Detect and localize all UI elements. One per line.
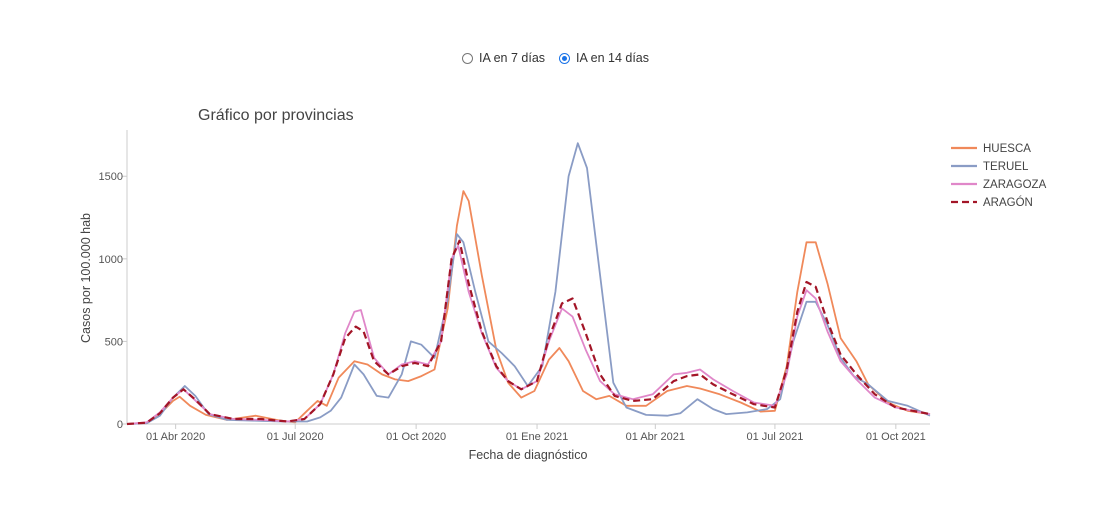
legend-label: HUESCA	[983, 143, 1031, 155]
radio-ia-7-days-label: IA en 7 días	[479, 51, 546, 65]
y-tick-label: 500	[105, 336, 123, 348]
series-line-zaragoza[interactable]	[126, 244, 931, 425]
x-tick-label: 01 Ene 2021	[506, 431, 568, 443]
legend-label: ZARAGOZA	[983, 179, 1047, 191]
radio-ia-14-days-label: IA en 14 días	[576, 51, 650, 65]
radio-button-checked-icon[interactable]	[559, 52, 571, 64]
chart-legend: HUESCA TERUEL ZARAGOZA ARAGÓN	[951, 143, 1047, 209]
legend-item[interactable]: TERUEL	[951, 161, 1029, 173]
series-line-huesca[interactable]	[126, 190, 931, 425]
legend-label: ARAGÓN	[983, 196, 1033, 209]
y-axis-title: Casos por 100.000 hab	[79, 213, 93, 343]
chart-title: Gráfico por provincias	[198, 107, 354, 124]
ia-period-toggle: IA en 7 días IA en 14 días	[462, 51, 663, 65]
radio-button-icon[interactable]	[462, 52, 473, 64]
y-tick-label: 1000	[99, 254, 123, 266]
radio-ia-7-days[interactable]: IA en 7 días	[462, 51, 545, 65]
series-line-aragn[interactable]	[126, 239, 931, 426]
y-tick-label: 0	[117, 419, 123, 431]
x-tick-label: 01 Abr 2021	[626, 431, 685, 443]
x-tick-label: 01 Oct 2021	[866, 431, 926, 443]
radio-ia-14-days[interactable]: IA en 14 días	[559, 51, 649, 65]
legend-item[interactable]: HUESCA	[951, 143, 1031, 155]
x-tick-label: 01 Abr 2020	[146, 431, 205, 443]
x-tick-label: 01 Jul 2021	[746, 431, 803, 443]
legend-item[interactable]: ZARAGOZA	[951, 179, 1047, 191]
x-tick-label: 01 Jul 2020	[267, 431, 324, 443]
legend-label: TERUEL	[983, 161, 1029, 173]
legend-item[interactable]: ARAGÓN	[951, 196, 1033, 209]
chart-axes: 0 500 1000 1500 01 Abr 2020 01 Jul 2020 01 Oct…	[99, 130, 930, 443]
x-axis-title: Fecha de diagnóstico	[469, 448, 588, 462]
chart-series-lines	[126, 142, 931, 426]
x-tick-label: 01 Oct 2020	[386, 431, 446, 443]
y-tick-label: 1500	[99, 171, 123, 183]
